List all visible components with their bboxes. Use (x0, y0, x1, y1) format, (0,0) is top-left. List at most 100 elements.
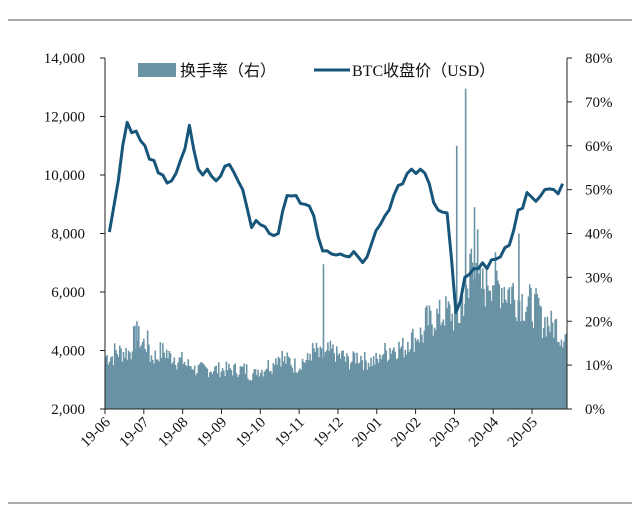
turnover-bar (141, 341, 144, 409)
turnover-bar (393, 347, 395, 409)
turnover-bar (502, 303, 504, 409)
turnover-bar (193, 365, 196, 409)
turnover-bar (237, 377, 239, 409)
turnover-bar (155, 359, 158, 409)
turnover-bar (417, 339, 419, 409)
turnover-bar (537, 297, 540, 409)
turnover-bar (358, 362, 361, 409)
turnover-bar (305, 359, 308, 409)
turnover-bar (391, 349, 394, 409)
btc-price-line (107, 120, 564, 314)
turnover-bar (555, 318, 558, 409)
turnover-bars (105, 88, 568, 410)
turnover-peak-bar (473, 207, 476, 409)
turnover-bar (336, 346, 338, 409)
turnover-bar (143, 338, 145, 409)
turnover-bar (342, 350, 344, 409)
turnover-bar (341, 351, 343, 409)
turnover-bar (171, 364, 173, 409)
turnover-bar (483, 289, 485, 409)
turnover-bar (469, 253, 471, 409)
turnover-bar (441, 322, 443, 409)
turnover-bar (183, 361, 186, 409)
turnover-bar (278, 358, 281, 409)
turnover-bar (414, 337, 417, 409)
turnover-bar (381, 355, 384, 409)
turnover-bar (311, 342, 314, 409)
turnover-bar (550, 310, 553, 409)
turnover-bar (315, 342, 318, 409)
turnover-bar (257, 369, 259, 409)
turnover-bar (408, 351, 410, 409)
turnover-bar (353, 353, 356, 409)
turnover-bar (484, 306, 487, 409)
turnover-bar (263, 371, 266, 409)
turnover-bar (410, 332, 413, 409)
x-tick-label: 20-01 (350, 415, 386, 451)
turnover-bar (451, 313, 454, 409)
turnover-bar (212, 371, 215, 409)
turnover-bar (151, 359, 154, 409)
turnover-bar (509, 304, 512, 409)
turnover-bar (343, 356, 346, 409)
turnover-bar (386, 361, 389, 409)
turnover-bar (179, 357, 182, 409)
turnover-bar (526, 306, 528, 409)
turnover-bar (299, 368, 301, 409)
turnover-bar (561, 347, 564, 409)
turnover-bar (396, 358, 399, 409)
turnover-bar (244, 373, 247, 409)
turnover-bar (338, 353, 341, 409)
turnover-bar (327, 342, 329, 409)
turnover-bar (554, 319, 556, 409)
turnover-bar (546, 316, 549, 409)
turnover-bar (431, 324, 433, 409)
turnover-bar (304, 363, 306, 409)
y-left-tick-label: 12,000 (44, 110, 85, 126)
y-right-tick-label: 50% (585, 183, 613, 199)
turnover-bar (181, 351, 183, 409)
turnover-bar (214, 366, 216, 409)
turnover-bar (178, 357, 181, 409)
turnover-bar (402, 337, 404, 409)
turnover-bar (202, 363, 205, 409)
y-right-tick-label: 30% (585, 270, 613, 286)
turnover-bar (292, 372, 295, 409)
turnover-bar (436, 308, 438, 409)
turnover-bar (422, 342, 424, 409)
turnover-bar (330, 348, 333, 409)
turnover-bar (400, 346, 403, 409)
turnover-bar (536, 294, 539, 409)
turnover-bar (328, 350, 330, 409)
turnover-bar (108, 361, 111, 409)
turnover-bar (344, 361, 347, 409)
turnover-bar (256, 375, 258, 409)
turnover-bar (399, 348, 402, 409)
turnover-bar (225, 361, 228, 409)
turnover-bar (117, 356, 120, 409)
turnover-bar (447, 301, 450, 409)
turnover-bar (405, 354, 408, 409)
turnover-bar (479, 265, 481, 409)
y-left-tick-label: 10,000 (44, 168, 85, 184)
turnover-bar (438, 299, 441, 409)
turnover-bar (372, 356, 375, 409)
turnover-bar (488, 290, 490, 409)
turnover-bar (424, 307, 427, 409)
turnover-bar (275, 358, 277, 409)
turnover-bar (209, 372, 211, 409)
turnover-bar (445, 296, 447, 409)
turnover-bar (452, 330, 455, 409)
x-tick-label: 20-05 (505, 415, 541, 451)
x-tick-label: 20-03 (427, 415, 463, 451)
turnover-bar (525, 311, 527, 409)
turnover-bar (148, 344, 150, 409)
turnover-bar (369, 366, 371, 409)
turnover-bar (140, 345, 143, 409)
turnover-bar (306, 352, 309, 409)
y-right-tick-label: 20% (585, 314, 613, 330)
turnover-bar (367, 362, 370, 409)
turnover-bar (363, 351, 366, 409)
turnover-bar (267, 360, 270, 409)
